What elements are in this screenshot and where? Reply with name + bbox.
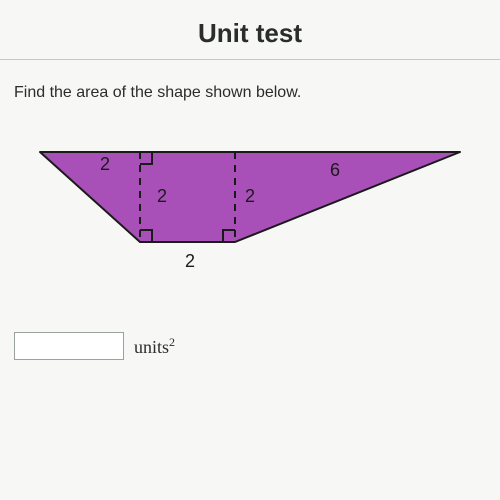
question-text: Find the area of the shape shown below. bbox=[14, 84, 486, 102]
svg-text:6: 6 bbox=[330, 160, 340, 180]
svg-text:2: 2 bbox=[185, 251, 195, 271]
content-area: Find the area of the shape shown below. … bbox=[0, 60, 500, 360]
units-label: units2 bbox=[134, 335, 175, 358]
geometry-figure: 2 6 2 2 2 bbox=[20, 132, 480, 302]
svg-text:2: 2 bbox=[100, 154, 110, 174]
answer-input[interactable] bbox=[14, 332, 124, 360]
page-title: Unit test bbox=[0, 18, 500, 49]
units-exp: 2 bbox=[169, 335, 175, 349]
answer-row: units2 bbox=[14, 332, 486, 360]
svg-text:2: 2 bbox=[245, 186, 255, 206]
header-bar: Unit test bbox=[0, 0, 500, 60]
svg-text:2: 2 bbox=[157, 186, 167, 206]
units-text: units bbox=[134, 337, 169, 357]
